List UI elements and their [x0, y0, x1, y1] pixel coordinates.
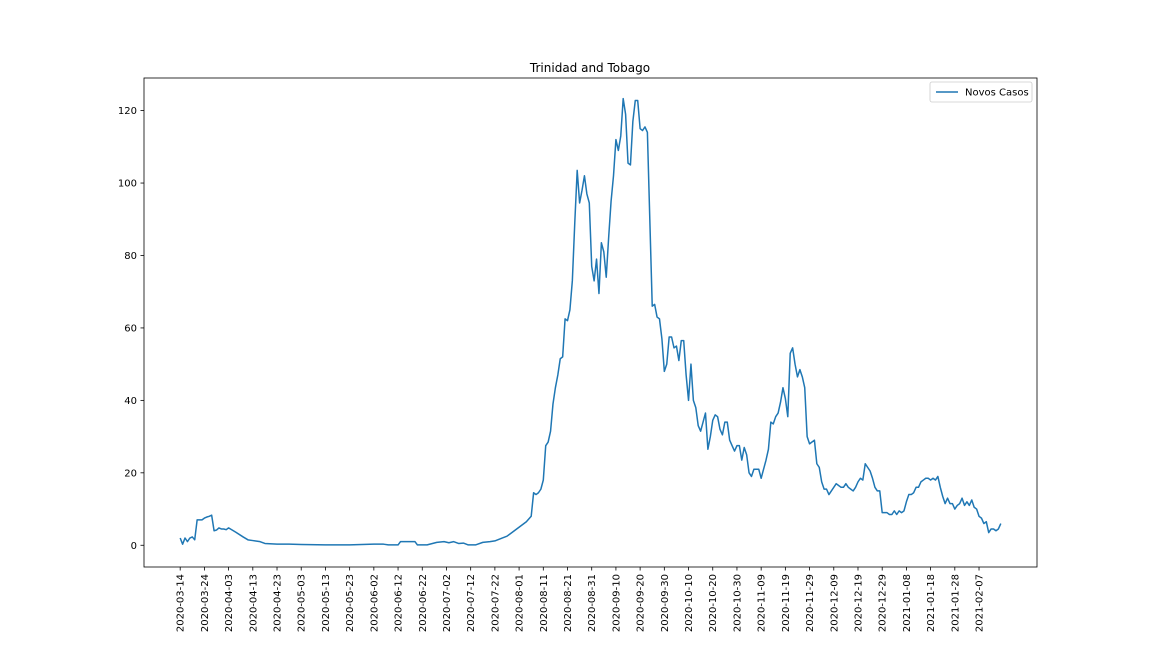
x-tick-label: 2020-10-20: [708, 574, 719, 632]
y-tick-label: 120: [118, 106, 137, 117]
plot-area: [179, 97, 1002, 546]
x-tick-label: 2020-08-21: [563, 574, 574, 632]
x-tick-label: 2020-05-23: [345, 574, 356, 632]
y-axis: 0 20 40 60 80 100 120: [118, 106, 144, 552]
y-tick-label: 60: [124, 323, 137, 334]
chart-title: Trinidad and Tobago: [529, 61, 650, 75]
x-tick-label: 2021-01-28: [950, 574, 961, 632]
x-tick-label: 2020-04-03: [224, 574, 235, 632]
y-tick-label: 40: [124, 396, 137, 407]
y-tick-label: 100: [118, 179, 137, 190]
x-tick-label: 2021-01-08: [902, 574, 913, 632]
series-line-novos-casos: [179, 97, 1002, 546]
x-tick-label: 2021-01-18: [926, 574, 937, 632]
x-tick-label: 2020-04-23: [273, 574, 284, 632]
x-tick-label: 2020-10-30: [732, 574, 743, 632]
x-tick-label: 2021-02-07: [975, 574, 986, 632]
axes-frame: [143, 77, 1038, 568]
x-tick-label: 2020-07-12: [466, 574, 477, 632]
x-tick-label: 2020-09-20: [636, 574, 647, 632]
x-tick-label: 2020-08-01: [515, 574, 526, 632]
x-tick-label: 2020-07-22: [490, 574, 501, 632]
x-tick-label: 2020-06-22: [418, 574, 429, 632]
legend-box: [929, 81, 1033, 103]
y-tick-label: 0: [131, 541, 137, 552]
x-tick-label: 2020-05-13: [321, 574, 332, 632]
legend-label: Novos Casos: [965, 88, 1029, 99]
x-tick-label: 2020-03-14: [176, 574, 187, 632]
x-tick-label: 2020-06-12: [394, 574, 405, 632]
x-tick-label: 2020-05-03: [297, 574, 308, 632]
x-tick-label: 2020-07-02: [442, 574, 453, 632]
x-tick-label: 2020-11-19: [781, 574, 792, 632]
x-tick-label: 2020-11-09: [757, 574, 768, 632]
x-tick-label: 2020-09-10: [611, 574, 622, 632]
x-tick-label: 2020-09-30: [660, 574, 671, 632]
x-tick-label: 2020-08-31: [587, 574, 598, 632]
x-tick-label: 2020-10-10: [684, 574, 695, 632]
x-tick-label: 2020-12-29: [878, 574, 889, 632]
y-tick-label: 80: [124, 251, 137, 262]
x-axis: 2020-03-14 2020-03-24 2020-04-03 2020-04-13…: [176, 567, 986, 632]
x-tick-label: 2020-12-09: [829, 574, 840, 632]
x-tick-label: 2020-03-24: [200, 574, 211, 632]
x-tick-label: 2020-06-02: [369, 574, 380, 632]
x-tick-label: 2020-11-29: [805, 574, 816, 632]
x-tick-label: 2020-08-11: [539, 574, 550, 632]
y-tick-label: 20: [124, 468, 137, 479]
x-tick-label: 2020-04-13: [248, 574, 259, 632]
x-tick-label: 2020-12-19: [853, 574, 864, 632]
legend: Novos Casos: [929, 81, 1033, 103]
